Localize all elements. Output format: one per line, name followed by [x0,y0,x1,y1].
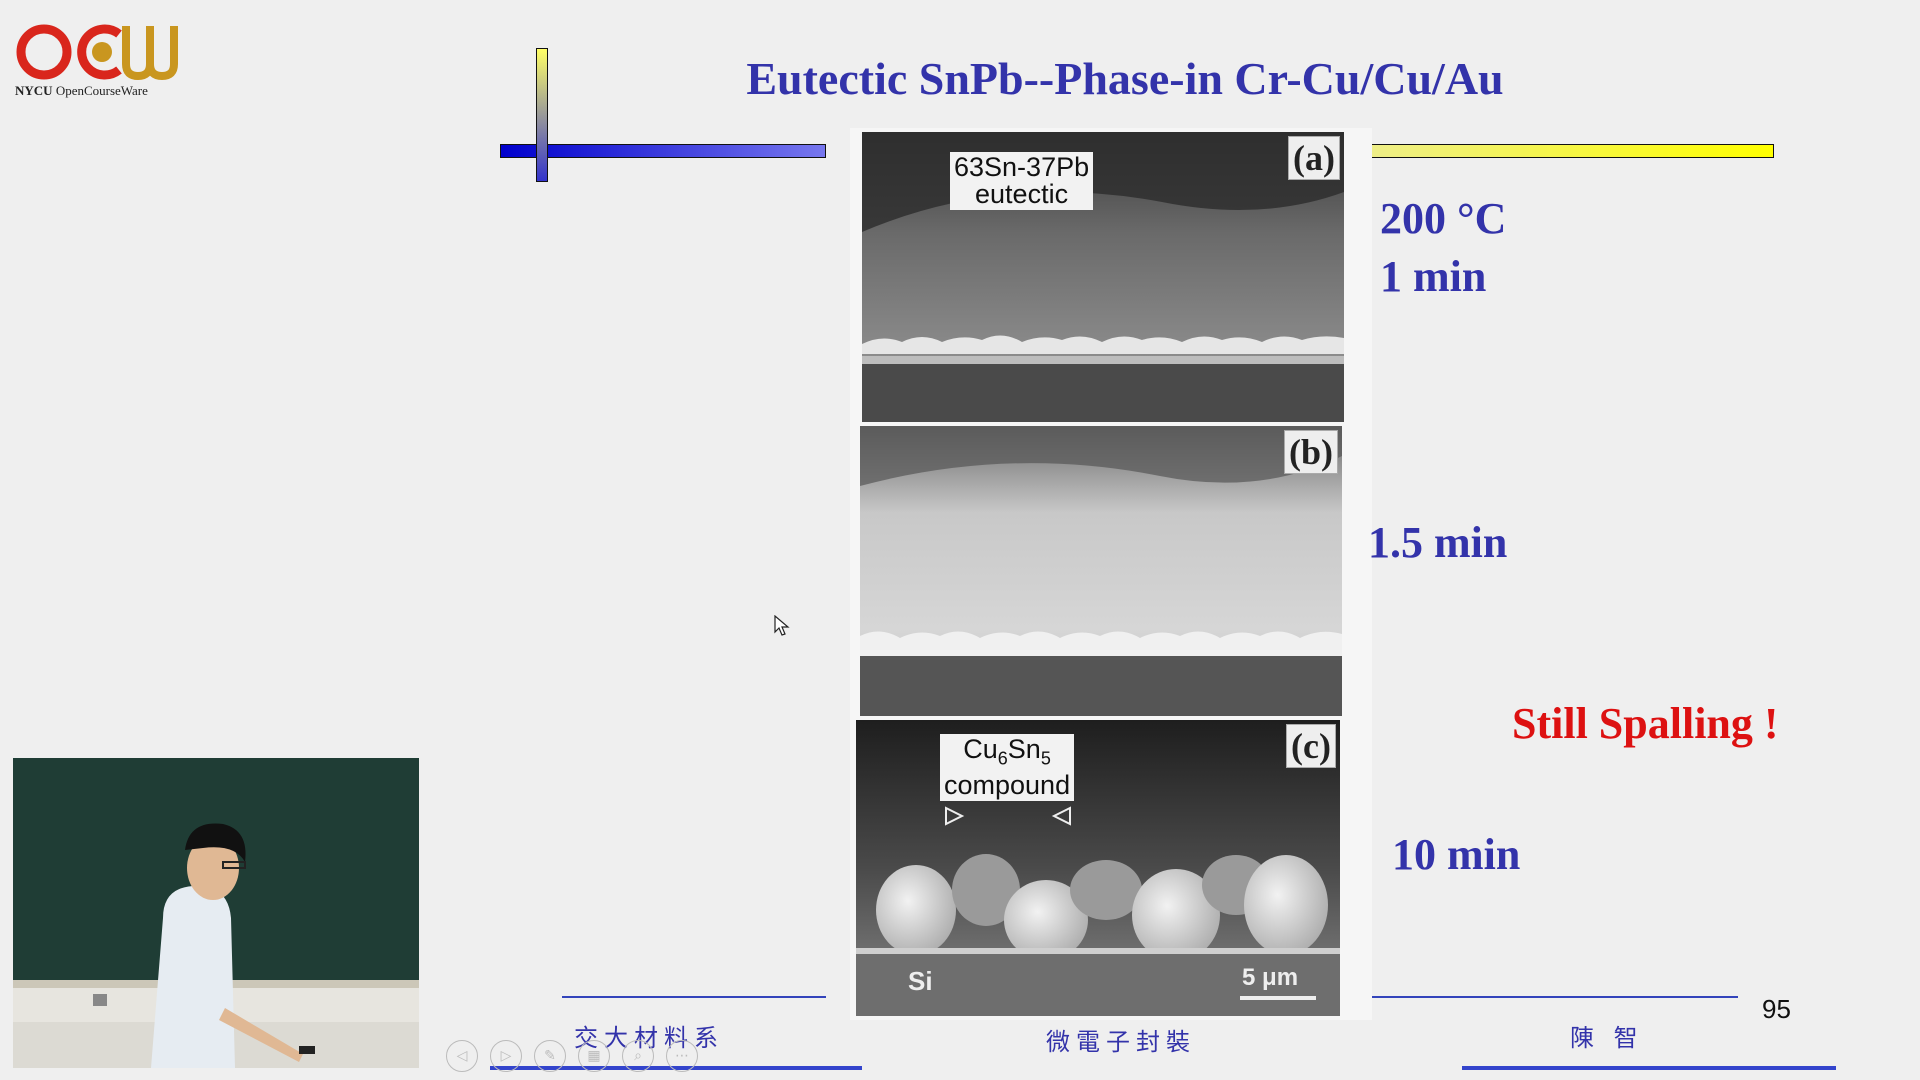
previous-icon[interactable]: ◁ [446,1040,478,1072]
footer-bar-right [1462,1066,1836,1070]
zoom-icon[interactable]: ⌕ [622,1040,654,1072]
title-bar-right [1370,144,1774,158]
panel-a-note-line2: eutectic [975,179,1069,209]
panel-c-note-formula: Cu6Sn5 [963,734,1051,769]
condition-time-b: 1.5 min [1368,518,1508,567]
webcam-video [13,758,419,1068]
panel-b-label: (b) [1284,430,1338,474]
next-icon[interactable]: ▷ [490,1040,522,1072]
callout-spalling: Still Spalling ! [1512,699,1779,748]
micrograph-panel-a: 63Sn-37Pb eutectic (a) [862,132,1344,422]
panel-c-label: (c) [1286,724,1336,768]
slideshow-toolbar: ◁ ▷ ✎ ▦ ⌕ ⋯ [446,1040,698,1074]
title-bar-vertical [536,48,548,182]
logo-caption: NYCU OpenCourseWare [15,83,148,99]
logo-org: NYCU [15,83,53,98]
ocw-logo [14,20,184,100]
footer-instructor: 陳 智 [1570,1024,1644,1052]
panel-c-note: Cu6Sn5 compound [940,734,1075,802]
panel-a-label: (a) [1288,136,1340,180]
page-number: 95 [1762,994,1791,1024]
panel-c-note-line2: compound [944,770,1071,801]
panel-c-scale-label: 5 μm [1242,964,1299,991]
panel-a-note-line1: 63Sn-37Pb [954,152,1090,182]
pen-icon[interactable]: ✎ [534,1040,566,1072]
slides-grid-icon[interactable]: ▦ [578,1040,610,1072]
logo-product: OpenCourseWare [55,83,148,98]
mouse-cursor-icon [774,614,790,642]
micrograph-panel-b: (b) [860,426,1342,716]
sem-micrograph: 63Sn-37Pb eutectic (a) [850,128,1372,1020]
panel-c-substrate-label: Si [908,966,933,996]
panel-a-note: 63Sn-37Pb eutectic [950,152,1094,210]
condition-time-c: 10 min [1392,830,1521,879]
footer-line-right [1372,996,1738,998]
micrograph-panel-c: Cu6Sn5 compound (c) Si 5 μm [856,720,1340,1016]
condition-temperature: 200 °C [1380,194,1507,243]
more-icon[interactable]: ⋯ [666,1040,698,1072]
footer-line-left [562,996,826,998]
slide-title: Eutectic SnPb--Phase-in Cr-Cu/Cu/Au [746,53,1504,104]
footer-course: 微電子封裝 [1046,1028,1196,1056]
condition-time-a: 1 min [1380,252,1487,301]
title-bar-left [500,144,826,158]
